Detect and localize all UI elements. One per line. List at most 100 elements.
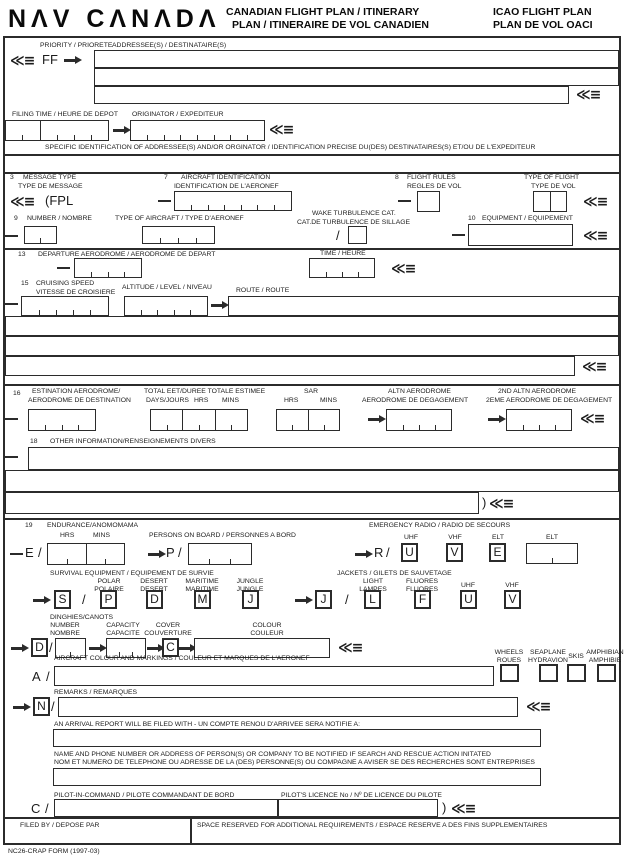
dash-icon (57, 267, 70, 269)
dash-icon (10, 553, 23, 555)
wake-turbulence-field[interactable] (348, 226, 367, 244)
end-of-message-icon: ≪≡ (10, 194, 35, 210)
divider (5, 172, 619, 174)
item16-number: 16 (13, 390, 21, 397)
departure-aerodrome-field[interactable] (74, 258, 142, 278)
amphibian-label-en: AMPHIBIAN (586, 649, 624, 656)
skis-label: SKIS (568, 653, 584, 660)
polar-label-fr: POLAIRE (94, 586, 123, 594)
skis-checkbox[interactable] (567, 664, 586, 682)
radio-elt-label: ELT (492, 534, 504, 541)
time-field[interactable] (309, 258, 375, 278)
radio-vhf-box[interactable]: V (446, 543, 463, 562)
item13-number: 13 (18, 251, 26, 258)
survival-equipment-label: SURVIVAL EQUIPMENT / EQUIPEMENT DE SURVI… (50, 570, 214, 577)
aircraft-id-field[interactable] (174, 191, 292, 211)
arrow-right-icon (488, 415, 506, 422)
amphibian-checkbox[interactable] (597, 664, 616, 682)
survival-desert-box[interactable]: D (146, 590, 163, 609)
arrow-right-icon (355, 550, 373, 557)
type-of-flight-field[interactable] (533, 191, 567, 212)
route-field-3[interactable] (5, 336, 619, 356)
message-type-label-fr: TYPE DE MESSAGE (18, 183, 83, 190)
jackets-uhf-box[interactable]: U (460, 590, 477, 609)
originator-field[interactable] (130, 120, 265, 141)
altn2-aerodrome-field[interactable] (506, 409, 572, 431)
route-field-2[interactable] (5, 316, 619, 336)
notify-field[interactable] (53, 768, 541, 786)
addressee-field-2[interactable] (94, 68, 619, 86)
dash-icon (5, 303, 18, 305)
pilot-licence-label: PILOT'S LICENCE No / Nº DE LICENCE DU PI… (281, 792, 442, 799)
radio-elt-box[interactable]: E (489, 543, 506, 562)
sar-field[interactable] (276, 409, 340, 431)
other-information-field-3[interactable] (5, 492, 479, 514)
route-field-1[interactable] (228, 296, 619, 316)
item7-number: 7 (164, 174, 168, 181)
persons-on-board-field[interactable] (188, 543, 252, 565)
persons-on-board-label: PERSONS ON BOARD / PERSONNES A BORD (149, 532, 296, 539)
dinghies-colour-field[interactable] (194, 638, 330, 658)
endurance-field[interactable] (47, 543, 125, 565)
type-of-aircraft-field[interactable] (142, 226, 215, 244)
arrival-report-field[interactable] (53, 729, 541, 747)
jackets-fluores-box[interactable]: F (414, 590, 431, 609)
end-of-message-icon: ≪≡ (526, 699, 551, 715)
dinghies-number-field[interactable] (55, 638, 86, 658)
flight-rules-label-en: FLIGHT RULES (407, 174, 456, 181)
survival-maritime-box[interactable]: M (194, 590, 211, 609)
wake-turbulence-label-en: WAKE TURBULENCE CAT. (312, 210, 396, 217)
remarks-prefix-box[interactable]: N (33, 697, 50, 716)
dash-icon (158, 200, 171, 202)
remarks-label: REMARKS / REMARQUES (54, 689, 138, 696)
pilot-in-command-field[interactable] (54, 799, 278, 817)
survival-polar-box[interactable]: P (100, 590, 117, 609)
slash-separator: / (178, 545, 182, 560)
seaplane-label-en: SEAPLANE (530, 649, 566, 656)
form-id: NC26-CRAP FORM (1997-03) (8, 848, 100, 855)
dinghies-capacity-label-en: CAPACITY (106, 622, 140, 629)
type-of-flight-label-en: TYPE OF FLIGHT (524, 174, 580, 181)
radio-uhf-box[interactable]: U (401, 543, 418, 562)
altn2-aerodrome-label-en: 2ND ALTN AERODROME (498, 388, 577, 395)
priority-label: PRIORITY / PRIORETE (40, 42, 113, 49)
aircraft-colour-field[interactable] (54, 666, 494, 686)
route-field-4[interactable] (5, 356, 575, 376)
survival-jungle-box[interactable]: J (242, 590, 259, 609)
seaplane-checkbox[interactable] (539, 664, 558, 682)
jackets-label: JACKETS / GILETS DE SAUVETAGE (337, 570, 452, 577)
filing-time-field[interactable] (5, 120, 109, 141)
jackets-light-box[interactable]: L (364, 590, 381, 609)
equipment-field[interactable] (468, 224, 573, 246)
other-information-field-1[interactable] (28, 447, 619, 470)
pilot-licence-field[interactable] (278, 799, 438, 817)
flight-rules-field[interactable] (417, 191, 440, 212)
destination-field[interactable] (28, 409, 96, 431)
amphibian-label-fr: AMPHIBIE (588, 657, 622, 664)
jackets-vhf-box[interactable]: V (504, 590, 521, 609)
wheels-checkbox[interactable] (500, 664, 519, 682)
flight-rules-label-fr: REGLES DE VOL (407, 183, 462, 190)
dinghies-cover-box[interactable]: C (162, 638, 179, 657)
message-type-value: (FPL (45, 193, 74, 208)
other-information-field-2[interactable] (5, 470, 619, 492)
total-eet-field[interactable] (150, 409, 248, 431)
number-field[interactable] (24, 226, 57, 244)
jackets-prefix-box[interactable]: J (315, 590, 332, 609)
dash-icon (5, 456, 18, 458)
altn-aerodrome-field[interactable] (386, 409, 452, 431)
dinghies-prefix-box[interactable]: D (31, 638, 48, 657)
end-of-message-icon: ≪≡ (338, 640, 363, 656)
remarks-field[interactable] (58, 697, 518, 717)
survival-prefix-box[interactable]: S (54, 590, 71, 609)
dinghies-capacity-field[interactable] (106, 638, 146, 658)
altitude-field[interactable] (124, 296, 208, 316)
dinghies-label: DINGHIES/CANOTS (50, 614, 114, 621)
aircraft-colour-prefix: A (32, 669, 41, 684)
dinghies-cover-label-en: COVER (155, 622, 181, 629)
arrow-right-icon (211, 301, 229, 308)
radio-elt-field[interactable] (526, 543, 578, 564)
addressee-field-1[interactable] (94, 50, 619, 68)
cruising-speed-field[interactable] (21, 296, 109, 316)
addressee-field-3[interactable] (94, 86, 569, 104)
